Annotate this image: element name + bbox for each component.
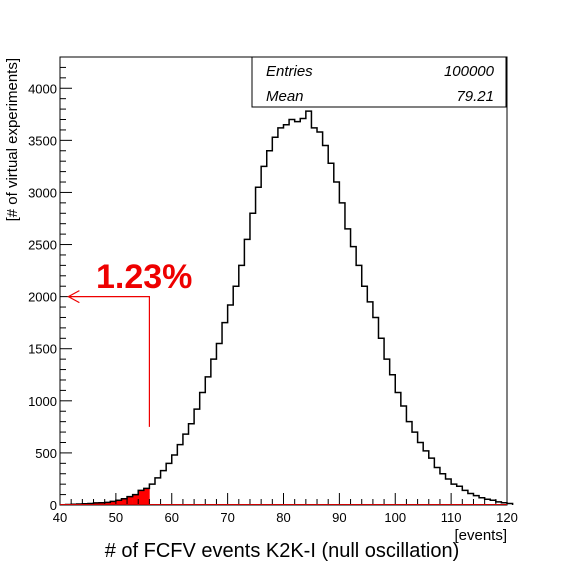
- stats-entries-label: Entries: [266, 63, 313, 80]
- stats-entries-value: 100000: [444, 63, 495, 80]
- x-tick-label: 40: [53, 510, 67, 525]
- x-tick-label: 90: [332, 510, 346, 525]
- y-tick-label: 3000: [28, 185, 57, 200]
- annotation-percentage: 1.23%: [96, 258, 192, 296]
- x-tick-label: 50: [109, 510, 123, 525]
- x-axis-title: # of FCFV events K2K-I (null oscillation…: [105, 540, 460, 562]
- x-tick-label: 120: [496, 510, 518, 525]
- y-tick-label: 1000: [28, 394, 57, 409]
- shaded-bin: [127, 496, 133, 505]
- y-axis-ticks: 0 500 1000 1500 2000 2500 3000 3500 4000: [28, 56, 72, 513]
- y-tick-label: 2000: [28, 290, 57, 305]
- shaded-bin: [143, 488, 150, 505]
- shaded-bin: [121, 498, 128, 505]
- x-tick-label: 100: [384, 510, 406, 525]
- stats-box: Entries 100000 Mean 79.21: [251, 56, 507, 108]
- y-tick-label: 3500: [28, 133, 57, 148]
- y-axis-title: [# of virtual experiments]: [4, 58, 21, 221]
- annotation: 1.23%: [67, 258, 192, 427]
- y-tick-label: 1500: [28, 342, 57, 357]
- shaded-bin: [93, 502, 100, 505]
- shaded-bin: [104, 502, 111, 505]
- x-tick-label: 60: [165, 510, 179, 525]
- x-tick-label: 80: [276, 510, 290, 525]
- x-axis-unit: [events]: [454, 527, 507, 544]
- histogram-outline: [64, 110, 514, 506]
- shaded-bin: [132, 494, 139, 505]
- annotation-arrow-line: [68, 296, 150, 427]
- shaded-bin: [138, 490, 145, 505]
- x-tick-label: 70: [220, 510, 234, 525]
- shaded-bin: [115, 500, 122, 505]
- shaded-bin: [99, 502, 105, 505]
- y-tick-label: 2500: [28, 238, 57, 253]
- shaded-bin: [110, 501, 117, 505]
- y-tick-label: 0: [50, 498, 57, 513]
- y-tick-label: 4000: [28, 81, 57, 96]
- x-tick-label: 110: [441, 510, 462, 525]
- stats-box-frame: [251, 56, 507, 108]
- y-tick-label: 500: [35, 446, 57, 461]
- stats-mean-value: 79.21: [456, 88, 494, 105]
- annotation-arrow-head: [67, 290, 80, 304]
- stats-mean-label: Mean: [266, 88, 304, 105]
